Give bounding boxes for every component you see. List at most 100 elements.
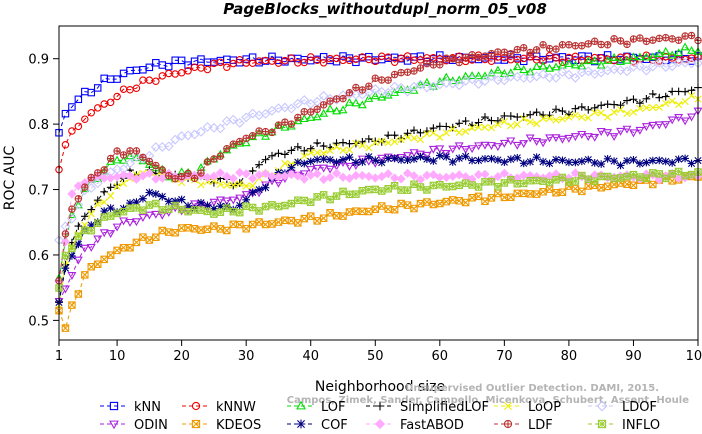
point-lof-11 (119, 155, 129, 164)
point-lof-36 (280, 122, 290, 131)
point-lof-65 (467, 71, 477, 80)
point-inflo-54 (397, 186, 405, 194)
point-ldf-34 (268, 128, 276, 137)
point-ldf-88 (616, 37, 625, 45)
point-loop-92 (642, 104, 650, 112)
point-fastabod-50 (370, 173, 380, 183)
point-loop-57 (416, 135, 425, 144)
point-ldof-19 (170, 134, 181, 145)
legend-item-knn: kNN (100, 400, 161, 415)
point-cof-37 (287, 163, 296, 172)
point-odin-60 (435, 145, 445, 154)
legend-item-fastabod: FastABOD (366, 418, 464, 433)
point-ldf-53 (390, 70, 399, 79)
point-fastabod-31 (248, 173, 258, 184)
point-cof-69 (494, 156, 502, 164)
point-ldf-24 (203, 158, 212, 166)
point-ldf-95 (661, 33, 670, 42)
point-kdeos-39 (300, 214, 309, 223)
point-ldf-64 (461, 53, 470, 62)
point-odin-70 (499, 139, 509, 148)
point-simplifiedlof-86 (603, 100, 612, 109)
point-knnw-35 (274, 59, 283, 67)
point-cof-52 (384, 154, 393, 163)
x-tick-label-10: 10 (109, 349, 126, 364)
point-ldof-29 (234, 117, 245, 128)
point-knnw-49 (365, 55, 373, 64)
point-ldof-18 (163, 141, 174, 152)
point-loop-65 (468, 124, 476, 132)
point-loop-76 (539, 114, 547, 123)
point-loop-86 (604, 113, 612, 121)
x-tick-label-70: 70 (496, 349, 513, 364)
point-inflo-62 (448, 182, 457, 191)
point-knn-17 (158, 61, 167, 69)
point-knnw-57 (416, 56, 425, 64)
axes: 1 10 20 30 40 50 60 70 80 90 100 0.5 0.6 0.7 0.8 0.9 (28, 25, 702, 364)
watermark-line-2: Campos, Zimek, Sander, Campello, Micenko… (287, 395, 689, 406)
point-inflo-82 (578, 171, 586, 180)
point-loop-59 (429, 129, 437, 137)
point-kdeos-12 (126, 243, 134, 252)
point-ldof-68 (486, 71, 497, 82)
point-knnw-21 (184, 67, 192, 75)
point-cof-87 (610, 157, 618, 165)
point-ldof-52 (383, 87, 394, 98)
point-kdeos-60 (436, 199, 444, 208)
point-loop-74 (526, 118, 534, 126)
point-knnw-94 (655, 57, 664, 65)
point-ldf-71 (507, 50, 515, 58)
legend-label-ldf: LDF (528, 418, 553, 433)
point-kdeos-69 (494, 189, 502, 198)
point-ldf-57 (416, 64, 425, 72)
point-ldof-33 (260, 108, 271, 119)
point-cof-17 (158, 192, 167, 201)
point-lof-47 (351, 98, 361, 107)
point-inflo-88 (616, 174, 625, 182)
point-simplifiedlof-46 (345, 139, 354, 148)
legend-label-fastabod: FastABOD (400, 418, 464, 433)
point-fastabod-53 (390, 173, 400, 183)
point-ldf-65 (468, 50, 476, 59)
legend-item-lof: LOF (287, 400, 346, 415)
point-ldof-39 (299, 95, 310, 105)
point-knn-6 (87, 88, 96, 97)
point-kdeos-55 (403, 201, 412, 209)
point-ldf-73 (519, 43, 528, 52)
point-fastabod-55 (402, 168, 413, 178)
series-ldf (55, 31, 702, 285)
point-inflo-32 (255, 207, 263, 215)
point-knnw-41 (313, 56, 321, 65)
x-tick-label-100: 100 (686, 349, 702, 364)
point-loop-94 (655, 103, 663, 111)
point-simplifiedlof-60 (435, 122, 444, 131)
legend-label-knn: kNN (134, 400, 161, 415)
point-cof-83 (584, 155, 593, 164)
point-lof-43 (325, 104, 335, 113)
point-inflo-8 (100, 213, 108, 221)
point-fastabod-57 (415, 175, 426, 185)
point-ldf-62 (448, 54, 457, 63)
point-knn-4 (74, 95, 83, 104)
series-fastabod (54, 167, 702, 286)
point-kdeos-93 (649, 180, 657, 189)
point-ldof-61 (441, 78, 452, 88)
point-knnw-52 (384, 53, 392, 61)
point-cof-13 (132, 198, 141, 206)
point-inflo-61 (442, 183, 451, 191)
point-loop-83 (584, 114, 592, 122)
point-cof-31 (248, 188, 257, 197)
point-kdeos-76 (539, 188, 547, 196)
point-knnw-76 (539, 57, 547, 65)
point-inflo-73 (519, 179, 528, 188)
point-ldof-42 (318, 90, 329, 101)
point-odin-5 (80, 244, 90, 253)
point-cof-77 (545, 159, 554, 168)
point-ldof-13 (131, 152, 142, 162)
point-knnw-36 (281, 56, 289, 65)
legend-marker-inflo (597, 419, 607, 429)
point-odin-3 (67, 272, 77, 280)
point-inflo-36 (281, 201, 289, 210)
point-odin-99 (687, 113, 697, 122)
point-inflo-48 (358, 186, 367, 195)
